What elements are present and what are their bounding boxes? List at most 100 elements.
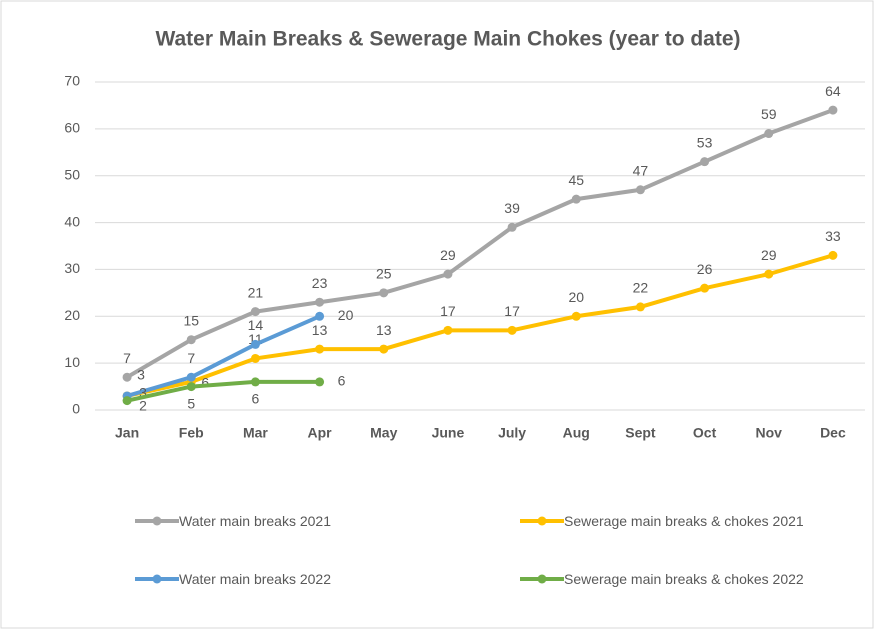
data-label: 29 — [761, 247, 777, 263]
series-line — [126, 314, 321, 398]
data-point — [700, 157, 710, 167]
data-label: 33 — [825, 228, 841, 244]
series-line — [126, 108, 834, 379]
x-tick-label: May — [370, 425, 397, 441]
data-point — [315, 297, 325, 307]
y-tick-label: 20 — [64, 307, 80, 323]
x-tick-label: Feb — [179, 425, 204, 441]
data-label: 39 — [504, 200, 520, 216]
data-point — [507, 222, 517, 232]
data-point — [764, 269, 774, 279]
legend-swatch — [135, 516, 179, 526]
x-tick-label: Apr — [308, 425, 333, 441]
data-label: 13 — [376, 322, 392, 338]
legend-item: Water main breaks 2021 — [135, 511, 419, 531]
chart-title: Water Main Breaks & Sewerage Main Chokes… — [155, 28, 740, 51]
data-label: 22 — [633, 280, 649, 296]
y-tick-label: 40 — [64, 213, 80, 229]
x-tick-label: Dec — [820, 425, 846, 441]
data-point — [250, 339, 260, 349]
x-tick-label: July — [498, 425, 526, 441]
y-tick-label: 10 — [64, 354, 80, 370]
data-label: 23 — [312, 275, 328, 291]
data-point — [250, 353, 260, 363]
data-label: 2 — [139, 397, 147, 413]
legend-label: Sewerage main breaks & chokes 2021 — [564, 513, 804, 529]
data-label: 7 — [187, 350, 195, 366]
data-label: 13 — [312, 322, 328, 338]
series-line — [126, 379, 320, 403]
x-tick-label: Nov — [756, 425, 783, 441]
data-point — [635, 185, 645, 195]
legend-item: Sewerage main breaks & chokes 2021 — [520, 511, 804, 531]
data-label: 6 — [201, 375, 209, 391]
legend-swatch — [135, 574, 179, 584]
data-point — [186, 335, 196, 345]
data-point — [828, 250, 838, 260]
x-tick-label: Sept — [625, 425, 656, 441]
data-point — [315, 311, 325, 321]
data-label: 20 — [568, 289, 584, 305]
data-point — [315, 377, 325, 387]
data-point — [443, 269, 453, 279]
data-label: 6 — [252, 391, 260, 407]
data-point — [379, 344, 389, 354]
x-tick-label: June — [432, 425, 465, 441]
data-label: 20 — [338, 307, 354, 323]
data-label: 29 — [440, 247, 456, 263]
data-label: 59 — [761, 106, 777, 122]
x-tick-label: Mar — [243, 425, 268, 441]
data-label: 7 — [123, 350, 131, 366]
y-tick-label: 70 — [64, 73, 80, 89]
data-point — [379, 288, 389, 298]
series-line — [126, 253, 834, 398]
data-point — [186, 372, 196, 382]
data-label: 14 — [248, 317, 264, 333]
data-label: 47 — [633, 162, 649, 178]
legend-label: Water main breaks 2021 — [179, 513, 331, 529]
data-label: 17 — [504, 303, 520, 319]
legend-swatch — [520, 574, 564, 584]
data-point — [250, 307, 260, 317]
y-tick-label: 50 — [64, 166, 80, 182]
x-tick-label: Aug — [563, 425, 590, 441]
y-tick-label: 0 — [72, 401, 80, 417]
x-tick-label: Oct — [693, 425, 717, 441]
data-point — [764, 129, 774, 139]
data-point — [507, 325, 517, 335]
data-point — [315, 344, 325, 354]
data-label: 15 — [183, 312, 199, 328]
data-label: 6 — [338, 373, 346, 389]
legend-label: Water main breaks 2022 — [179, 571, 331, 587]
data-label: 64 — [825, 83, 841, 99]
data-point — [443, 325, 453, 335]
legend-item: Water main breaks 2022 — [135, 569, 419, 589]
data-label: 17 — [440, 303, 456, 319]
data-point — [122, 372, 132, 382]
data-label: 53 — [697, 134, 713, 150]
data-point — [635, 302, 645, 312]
data-point — [186, 382, 196, 392]
data-point — [250, 377, 260, 387]
data-label: 3 — [139, 385, 147, 401]
legend-swatch — [520, 516, 564, 526]
data-point — [122, 396, 132, 406]
legend-item: Sewerage main breaks & chokes 2022 — [520, 569, 804, 589]
legend-label: Sewerage main breaks & chokes 2022 — [564, 571, 804, 587]
x-tick-label: Jan — [115, 425, 139, 441]
data-point — [571, 311, 581, 321]
y-tick-label: 30 — [64, 260, 80, 276]
data-label: 5 — [187, 395, 195, 411]
y-tick-label: 60 — [64, 120, 80, 136]
data-point — [828, 105, 838, 115]
data-label: 3 — [137, 367, 145, 383]
data-point — [571, 194, 581, 204]
data-label: 45 — [568, 172, 584, 188]
data-label: 21 — [248, 284, 264, 300]
data-label: 25 — [376, 266, 392, 282]
data-label: 26 — [697, 261, 713, 277]
data-point — [700, 283, 710, 293]
